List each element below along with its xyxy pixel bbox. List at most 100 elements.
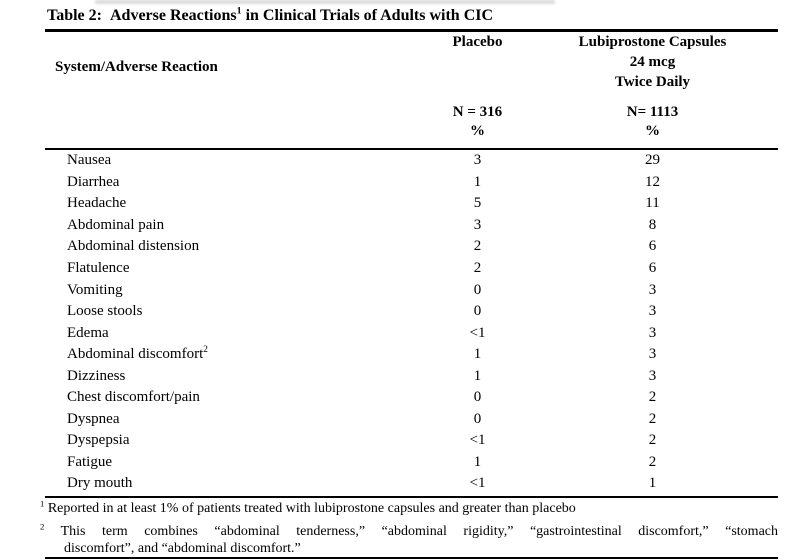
lubiprostone-percent-sign: % bbox=[645, 123, 660, 139]
footnote-1-text: Reported in at least 1% of patients trea… bbox=[44, 501, 576, 516]
adverse-reaction-label: Loose stools bbox=[67, 303, 143, 320]
placebo-n: N = 316 bbox=[452, 104, 503, 120]
placebo-value: 1 bbox=[473, 173, 482, 190]
table-row: Diarrhea 1 12 bbox=[45, 172, 778, 194]
adverse-reaction-label: Vomiting bbox=[67, 281, 123, 298]
title-footnote-marker: 1 bbox=[236, 5, 242, 17]
placebo-value: <1 bbox=[469, 475, 486, 492]
footnote-2-line2: discomfort”, and “abdominal discomfort.” bbox=[64, 541, 301, 556]
n-spacer bbox=[45, 92, 395, 141]
scan-artifact bbox=[95, 0, 555, 4]
lubiprostone-value: 3 bbox=[648, 281, 657, 298]
header-row-groups: System/Adverse Reaction Placebo Lubipros… bbox=[45, 32, 778, 92]
adverse-reaction-label: Abdominal discomfort2 bbox=[67, 345, 208, 363]
table-row: Flatulence 2 6 bbox=[45, 258, 778, 280]
footnotes: 1 Reported in at least 1% of patients tr… bbox=[40, 498, 778, 557]
lubiprostone-value: 8 bbox=[648, 216, 657, 233]
lubiprostone-value: 3 bbox=[648, 303, 657, 320]
adverse-reaction-label: Fatigue bbox=[67, 453, 112, 470]
lubiprostone-value: 2 bbox=[648, 453, 657, 470]
placebo-value: 1 bbox=[473, 346, 482, 363]
row-footnote-marker: 2 bbox=[203, 345, 208, 356]
adverse-reaction-label: Flatulence bbox=[67, 260, 130, 276]
table-row: Loose stools 0 3 bbox=[45, 301, 778, 323]
table-body: Nausea 3 29 Diarrhea 1 12 Headache 5 11 … bbox=[45, 150, 778, 495]
footnote-2-line1: 2 This term combines “abdominal tenderne… bbox=[40, 521, 778, 540]
rule-bottom bbox=[45, 557, 778, 559]
adverse-reaction-label: Abdominal distension bbox=[67, 238, 200, 255]
placebo-value: 2 bbox=[473, 238, 482, 255]
lubiprostone-value: 6 bbox=[648, 238, 657, 255]
placebo-value: 2 bbox=[473, 260, 482, 276]
lubiprostone-n: N= 1113 bbox=[626, 104, 679, 120]
lubiprostone-frequency: Twice Daily bbox=[614, 74, 691, 90]
table-row: Fatigue 1 2 bbox=[45, 452, 778, 474]
footnote-1-marker: 1 bbox=[40, 498, 45, 509]
n-spacer-right bbox=[745, 92, 778, 141]
adverse-reaction-label: Headache bbox=[67, 195, 127, 212]
placebo-value: 3 bbox=[473, 152, 482, 169]
adverse-reaction-label: Chest discomfort/pain bbox=[67, 389, 200, 406]
placebo-value: 0 bbox=[473, 281, 482, 298]
table-row: Chest discomfort/pain 0 2 bbox=[45, 387, 778, 409]
adverse-reaction-label: Diarrhea bbox=[67, 173, 120, 190]
table-row: Dyspepsia <1 2 bbox=[45, 430, 778, 452]
table-number-label: Table 2: bbox=[47, 7, 102, 24]
lubiprostone-value: 29 bbox=[645, 152, 660, 169]
table-row: Abdominal distension 2 6 bbox=[45, 236, 778, 258]
lubiprostone-n-block: N= 1113 % bbox=[560, 92, 745, 141]
lubiprostone-value: 12 bbox=[645, 173, 660, 190]
table-row: Nausea 3 29 bbox=[45, 150, 778, 172]
rule-above-footnotes bbox=[45, 496, 778, 498]
table-row: Dyspnea 0 2 bbox=[45, 409, 778, 431]
lubiprostone-name: Lubiprostone Capsules bbox=[578, 34, 727, 50]
footnote-2-marker: 2 bbox=[40, 521, 45, 532]
lubiprostone-value: 11 bbox=[645, 195, 660, 212]
placebo-n-block: N = 316 % bbox=[395, 92, 560, 141]
adverse-reaction-label: Abdominal pain bbox=[67, 216, 165, 233]
lubiprostone-value: 2 bbox=[648, 432, 657, 449]
placebo-value: 1 bbox=[473, 453, 482, 470]
table-header: System/Adverse Reaction Placebo Lubipros… bbox=[45, 32, 778, 141]
placebo-value: 5 bbox=[473, 195, 482, 212]
lubiprostone-value: 3 bbox=[648, 324, 657, 341]
placebo-value: <1 bbox=[469, 432, 486, 449]
placebo-value: 0 bbox=[473, 410, 482, 427]
table-title: Table 2: Adverse Reactions1 in Clinical T… bbox=[47, 5, 494, 25]
placebo-value: 0 bbox=[473, 303, 482, 320]
placebo-percent-sign: % bbox=[470, 123, 485, 139]
placebo-value: 1 bbox=[473, 367, 482, 384]
adverse-reaction-label: Nausea bbox=[67, 152, 112, 169]
adverse-reaction-label: Edema bbox=[67, 324, 109, 341]
placebo-value: 3 bbox=[473, 216, 482, 233]
table-title-rest: in Clinical Trials of Adults with CIC bbox=[241, 7, 494, 24]
footnote-2-text-line1: This term combines “abdominal tenderness… bbox=[44, 524, 778, 539]
lubiprostone-value: 3 bbox=[648, 346, 657, 363]
lubiprostone-value: 2 bbox=[648, 410, 657, 427]
lubiprostone-value: 6 bbox=[648, 260, 657, 276]
header-row-n: N = 316 % N= 1113 % bbox=[45, 92, 778, 141]
table-row: Dizziness 1 3 bbox=[45, 365, 778, 387]
column-header-lubiprostone: Lubiprostone Capsules 24 mcg Twice Daily bbox=[560, 32, 745, 92]
lubiprostone-value: 3 bbox=[648, 367, 657, 384]
rule-under-header bbox=[45, 148, 778, 150]
table-row: Dry mouth <1 1 bbox=[45, 473, 778, 495]
table-row: Abdominal discomfort2 1 3 bbox=[45, 344, 778, 366]
adverse-reaction-label: Dizziness bbox=[67, 367, 126, 384]
adverse-reaction-label: Dyspepsia bbox=[67, 432, 130, 449]
placebo-value: <1 bbox=[469, 324, 486, 341]
table-row: Edema <1 3 bbox=[45, 322, 778, 344]
lubiprostone-dose: 24 mcg bbox=[629, 54, 676, 70]
footnote-1: 1 Reported in at least 1% of patients tr… bbox=[40, 498, 778, 518]
adverse-reaction-label: Dry mouth bbox=[67, 475, 133, 492]
table-title-text: Adverse Reactions bbox=[109, 7, 237, 24]
placebo-value: 0 bbox=[473, 389, 482, 406]
column-header-placebo: Placebo bbox=[452, 34, 503, 50]
rule-under-title bbox=[45, 29, 778, 32]
table-row: Abdominal pain 3 8 bbox=[45, 215, 778, 237]
adverse-reaction-label: Dyspnea bbox=[67, 410, 120, 427]
column-header-system-adverse-reaction: System/Adverse Reaction bbox=[55, 59, 218, 75]
lubiprostone-value: 1 bbox=[648, 475, 657, 492]
table-row: Vomiting 0 3 bbox=[45, 279, 778, 301]
